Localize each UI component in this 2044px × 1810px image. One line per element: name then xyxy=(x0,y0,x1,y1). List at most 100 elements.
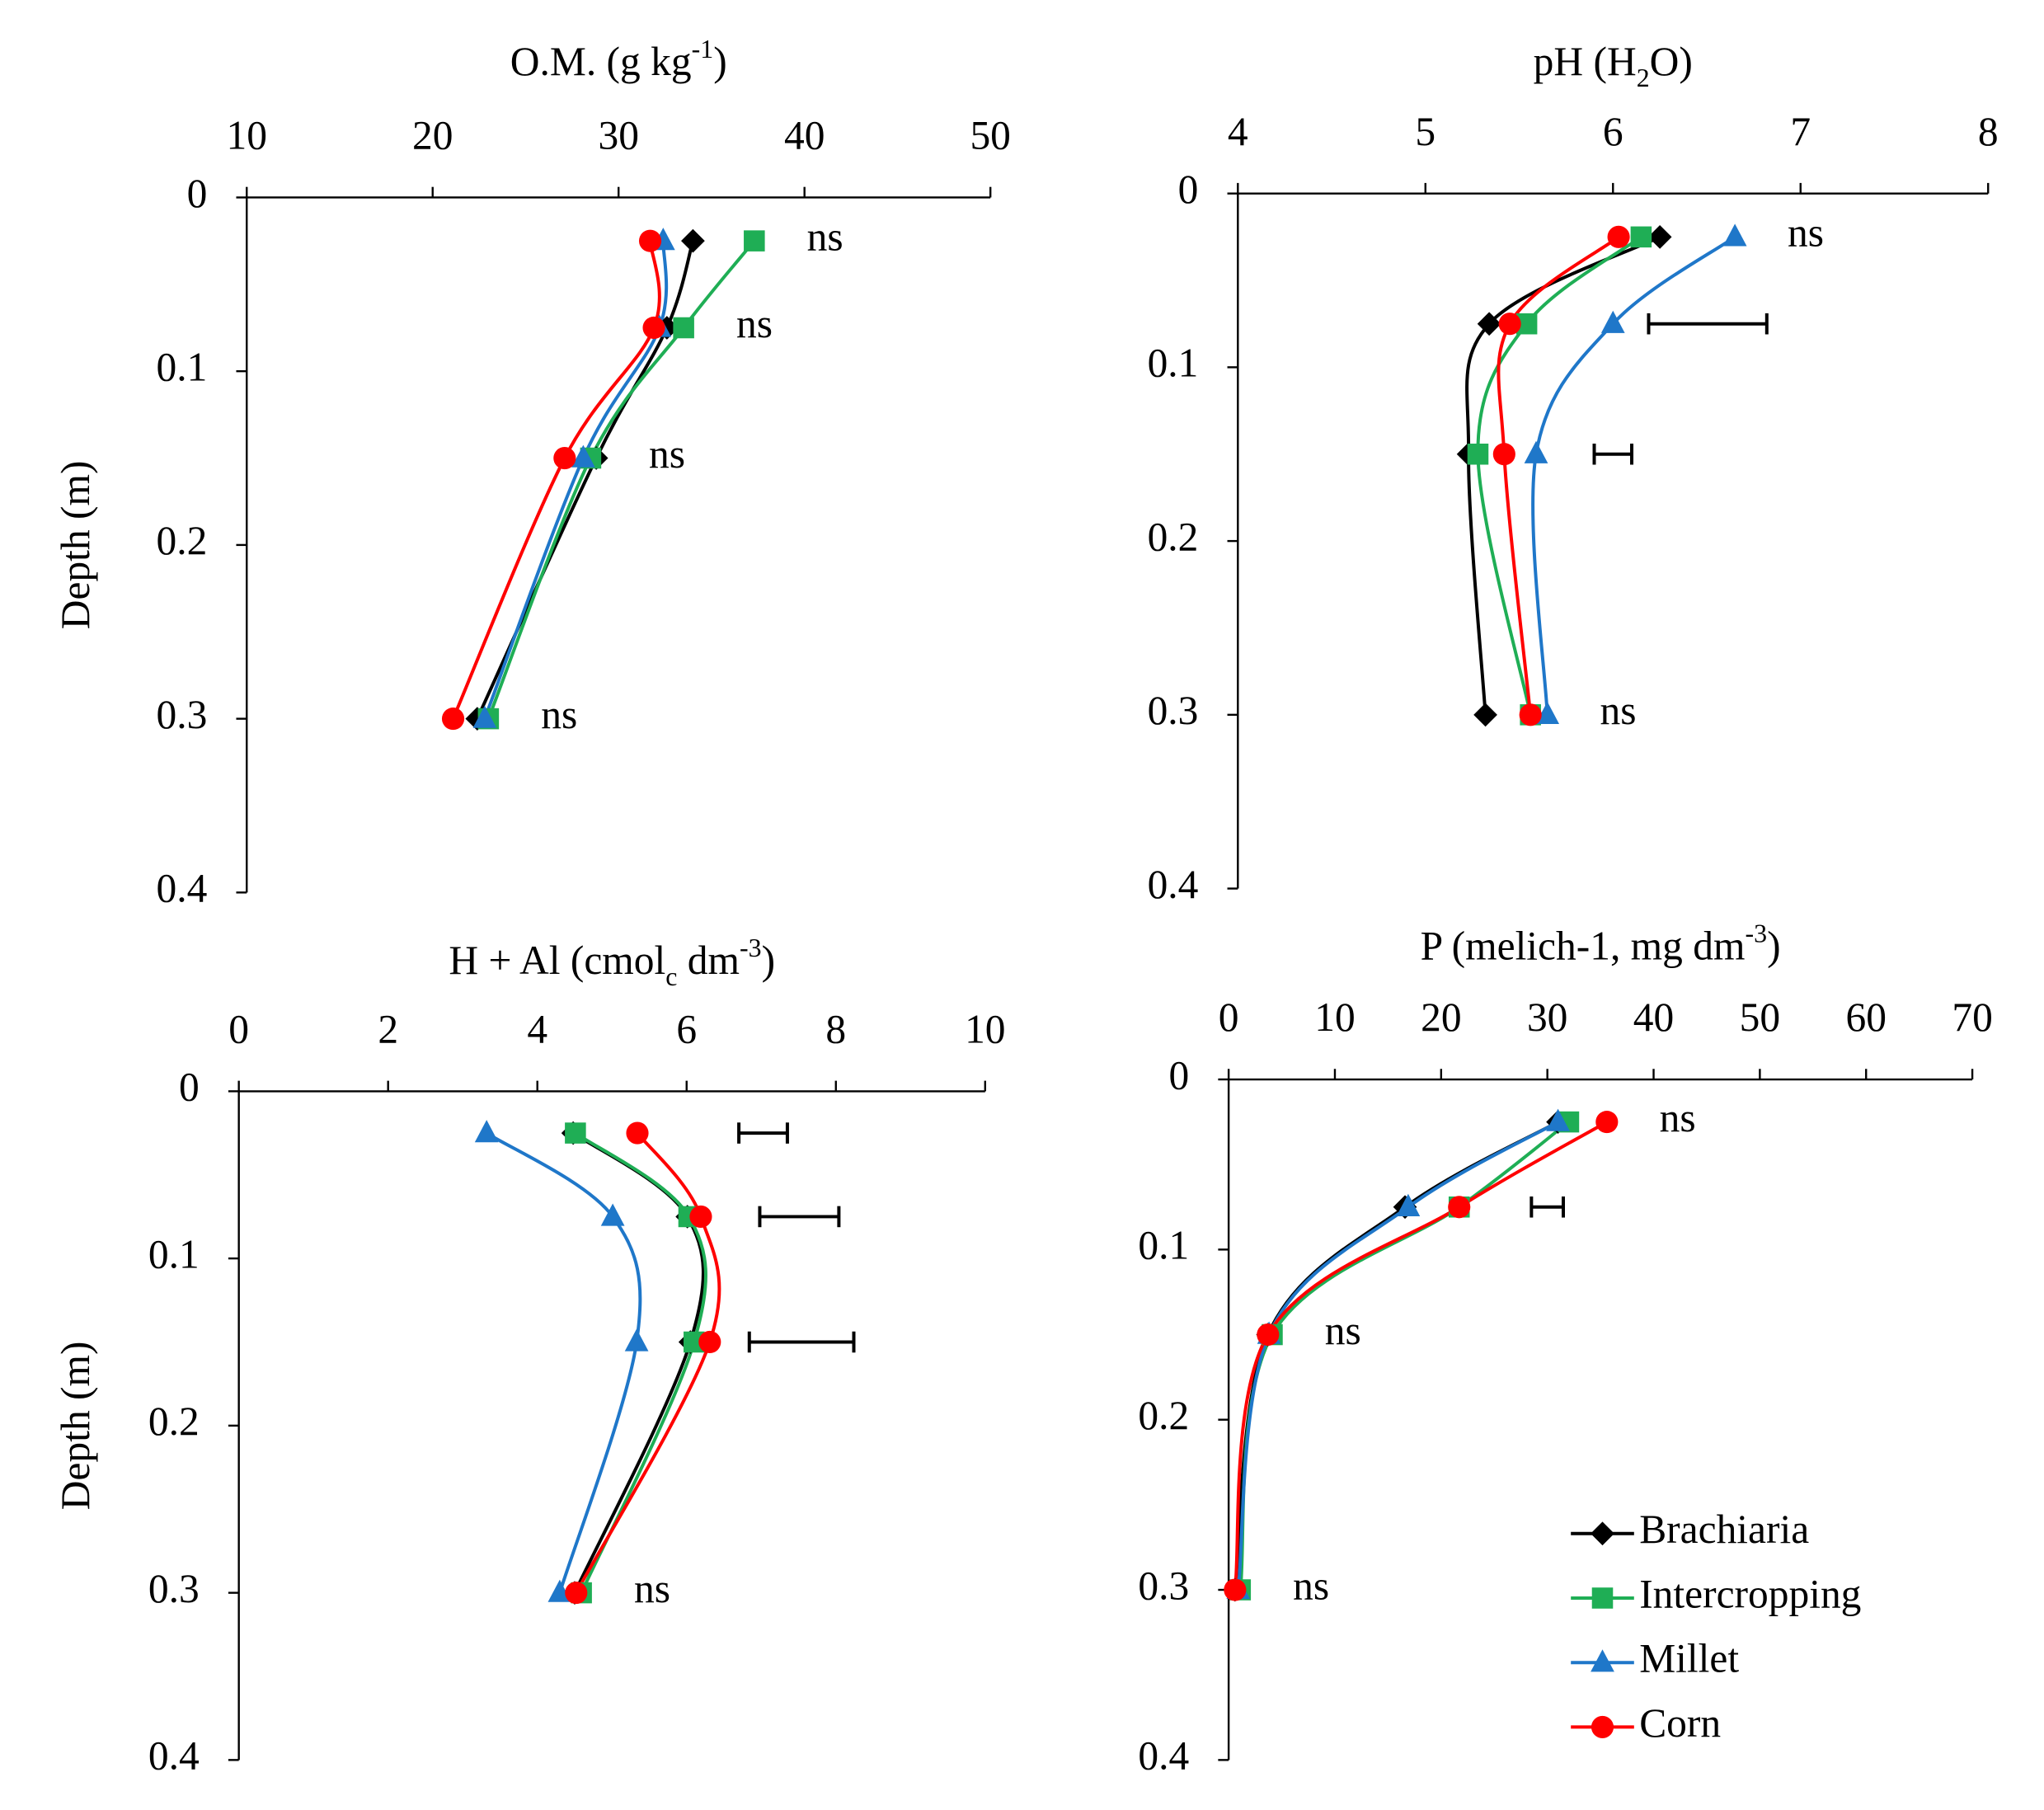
annotation: ns xyxy=(1660,1095,1696,1140)
marker xyxy=(1224,1578,1247,1601)
marker xyxy=(1535,701,1560,724)
chart-title: P (melich-1, mg dm-3) xyxy=(1421,919,1781,969)
x-tick-label: 0 xyxy=(228,1007,249,1052)
annotation: ns xyxy=(634,1566,670,1611)
y-tick-label: 0.3 xyxy=(1148,688,1199,733)
marker xyxy=(1477,312,1501,336)
title-part: P (melich-1, mg dm xyxy=(1421,924,1746,969)
title-part: ) xyxy=(1767,924,1780,969)
y-tick-label: 0.1 xyxy=(157,345,208,390)
marker xyxy=(1722,223,1747,247)
annotation: ns xyxy=(1788,210,1824,256)
y-tick-label: 0.1 xyxy=(1138,1223,1189,1268)
x-tick-label: 6 xyxy=(676,1007,697,1052)
x-tick-label: 50 xyxy=(970,113,1010,158)
x-tick-label: 10 xyxy=(1314,994,1355,1040)
x-tick-label: 30 xyxy=(1527,994,1567,1040)
marker xyxy=(441,708,465,731)
legend-label: Intercropping xyxy=(1639,1571,1861,1616)
marker xyxy=(1473,703,1497,727)
title-part: -3 xyxy=(1746,919,1768,947)
x-tick-label: 20 xyxy=(1421,994,1461,1040)
marker xyxy=(1600,310,1625,333)
title-part: pH (H xyxy=(1534,39,1637,84)
y-tick-label: 0.4 xyxy=(1138,1733,1189,1779)
annotation: ns xyxy=(807,214,843,259)
legend-marker xyxy=(1591,1649,1614,1672)
marker xyxy=(474,1120,499,1143)
y-tick-label: 0.4 xyxy=(1148,862,1199,907)
marker xyxy=(472,705,497,728)
x-tick-label: 50 xyxy=(1740,994,1780,1040)
x-tick-label: 4 xyxy=(1228,109,1248,154)
x-tick-label: 2 xyxy=(378,1007,398,1052)
series-line xyxy=(1236,1120,1559,1591)
marker xyxy=(1519,703,1542,726)
marker xyxy=(1498,313,1521,336)
y-tick-label: 0.1 xyxy=(1148,341,1199,386)
x-tick-label: 30 xyxy=(598,113,638,158)
marker xyxy=(681,228,705,253)
series-line xyxy=(486,1131,642,1594)
series-line xyxy=(574,1131,707,1594)
y-tick-label: 0.2 xyxy=(157,518,208,563)
legend-label: Corn xyxy=(1639,1700,1721,1746)
series-line xyxy=(1233,1120,1608,1591)
annotation: ns xyxy=(736,301,773,346)
marker xyxy=(1257,1323,1280,1347)
marker xyxy=(571,444,595,468)
y-tick-label: 0.2 xyxy=(1138,1393,1189,1438)
marker xyxy=(565,1582,588,1605)
marker xyxy=(624,1328,649,1352)
marker xyxy=(1467,443,1489,465)
series-line xyxy=(1531,235,1736,715)
marker xyxy=(1630,226,1652,248)
y-tick-label: 0.2 xyxy=(1148,514,1199,559)
marker xyxy=(600,1203,625,1226)
x-tick-label: 7 xyxy=(1790,109,1811,154)
x-tick-label: 40 xyxy=(784,113,825,158)
y-tick-label: 0.4 xyxy=(148,1733,200,1779)
x-tick-label: 5 xyxy=(1415,109,1435,154)
chart-title: H + Al (cmolc dm-3) xyxy=(449,933,775,991)
x-tick-label: 8 xyxy=(1978,109,1999,154)
y-axis-label: Depth (m) xyxy=(53,1342,98,1511)
marker xyxy=(673,317,694,339)
marker xyxy=(565,1122,586,1144)
y-tick-label: 0 xyxy=(179,1065,200,1110)
marker xyxy=(744,230,765,252)
y-tick-label: 0.4 xyxy=(157,866,208,911)
y-tick-label: 0.2 xyxy=(148,1399,200,1444)
series-line xyxy=(1465,235,1661,715)
title-part: c xyxy=(665,962,677,991)
series-line xyxy=(1476,235,1642,716)
legend-label: Millet xyxy=(1639,1636,1739,1681)
y-tick-label: 0 xyxy=(1169,1052,1190,1098)
marker xyxy=(1595,1111,1619,1134)
title-part: ) xyxy=(762,938,775,983)
chart-title: pH (H2O) xyxy=(1534,39,1693,92)
y-tick-label: 0 xyxy=(1178,167,1199,212)
x-tick-label: 70 xyxy=(1952,994,1992,1040)
title-part: -3 xyxy=(740,933,762,962)
chart-title: O.M. (g kg-1) xyxy=(510,35,727,85)
series-line xyxy=(451,240,661,720)
title-part: dm xyxy=(677,938,740,983)
annotation: ns xyxy=(1293,1563,1329,1608)
marker xyxy=(642,316,665,340)
title-part: O.M. (g kg xyxy=(510,39,692,84)
marker xyxy=(1448,1196,1471,1219)
y-tick-label: 0.3 xyxy=(148,1566,200,1611)
y-axis-label: Depth (m) xyxy=(53,461,98,630)
x-tick-label: 40 xyxy=(1633,994,1674,1040)
title-part: H + Al (cmol xyxy=(449,938,665,983)
legend-marker xyxy=(1591,1521,1614,1546)
x-tick-label: 4 xyxy=(527,1007,547,1052)
x-tick-label: 60 xyxy=(1845,994,1886,1040)
marker xyxy=(626,1121,649,1145)
title-part: O) xyxy=(1650,39,1693,84)
legend-label: Brachiaria xyxy=(1639,1507,1809,1552)
y-tick-label: 0.3 xyxy=(1138,1563,1189,1608)
title-part: ) xyxy=(713,39,726,84)
series-line xyxy=(482,241,669,720)
